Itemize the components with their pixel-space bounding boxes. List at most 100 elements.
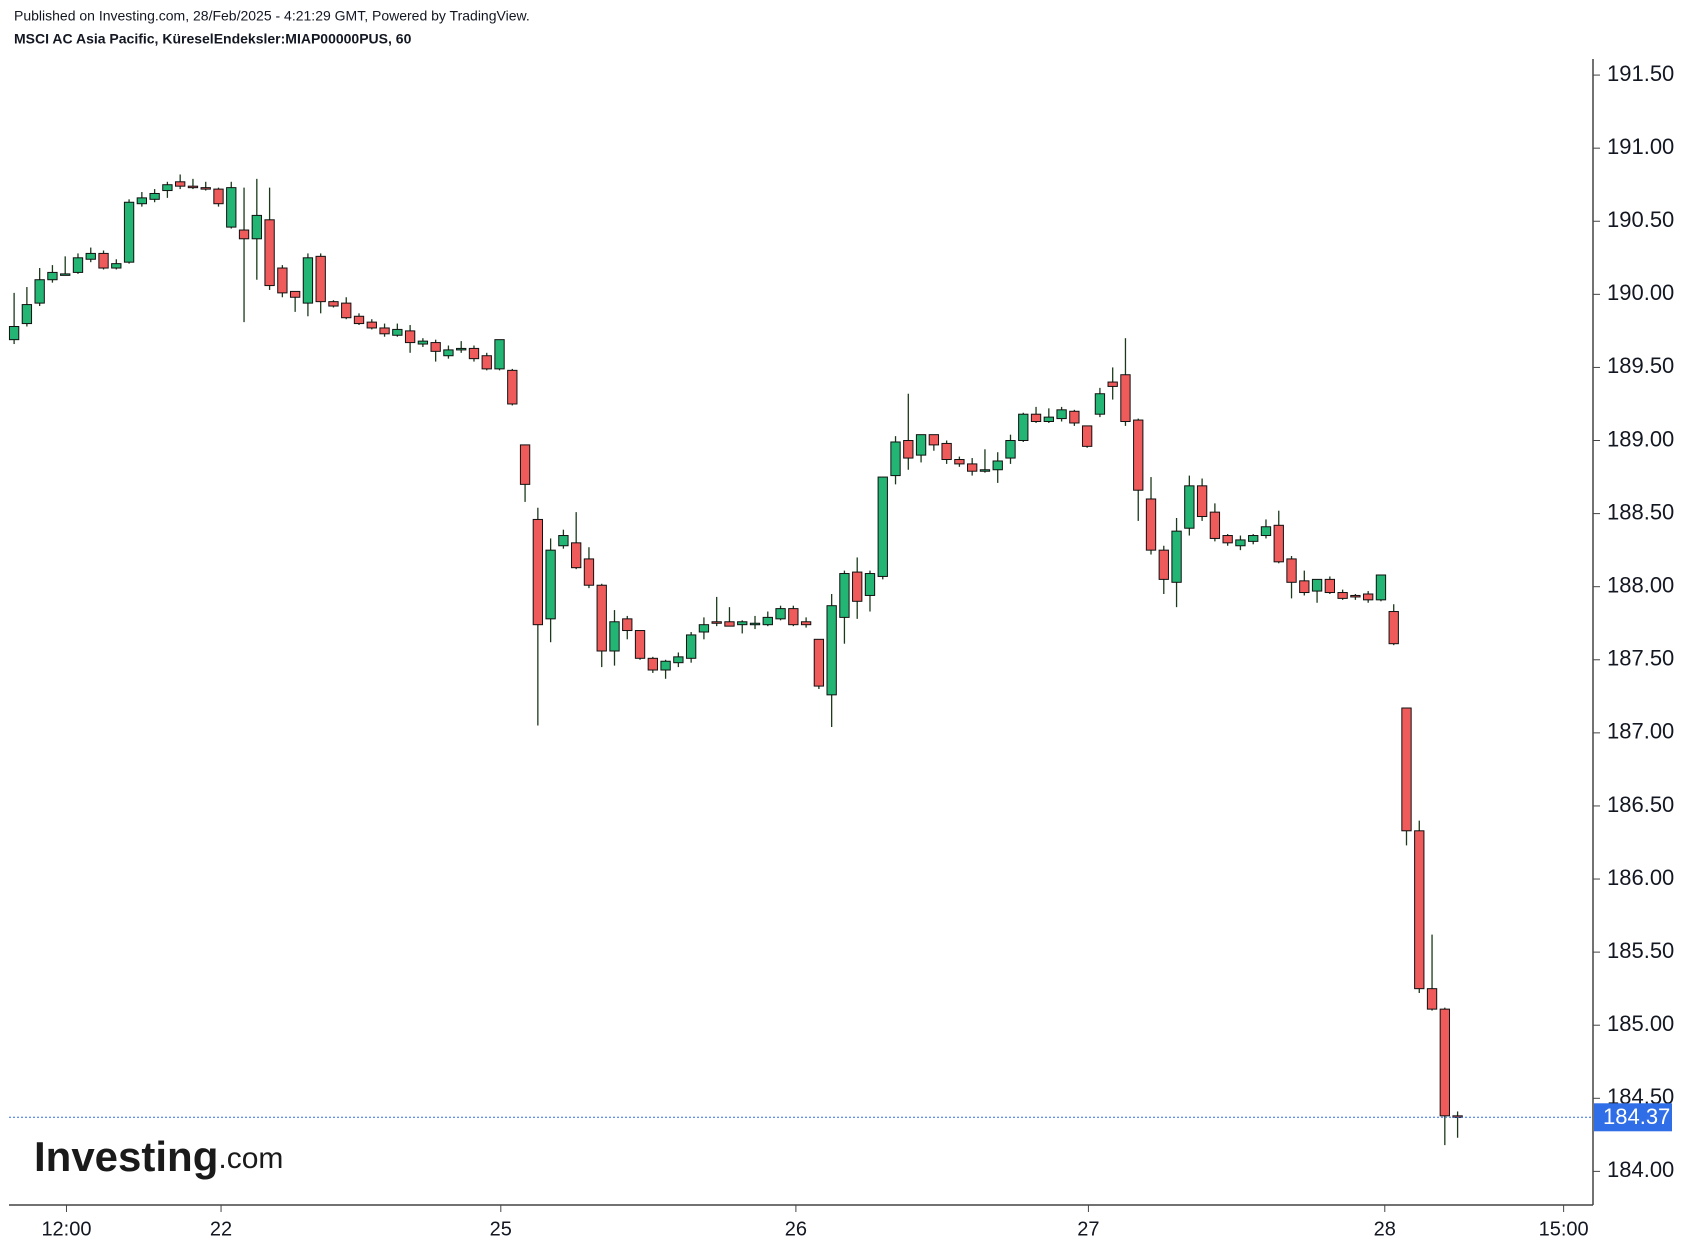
candle-body	[494, 339, 505, 370]
candle-body	[762, 616, 773, 626]
candle-body	[379, 327, 390, 335]
candle-body	[698, 624, 710, 633]
candle-body	[1311, 578, 1323, 592]
candle-body	[1350, 594, 1361, 598]
candle-body	[1248, 535, 1259, 542]
y-tick-label: 190.50	[1607, 207, 1674, 232]
candle-body	[673, 656, 684, 664]
candle-body	[1133, 419, 1144, 491]
y-tick-label: 190.00	[1607, 280, 1674, 305]
candle-body	[149, 192, 160, 200]
candle-body	[519, 444, 531, 485]
candle-body	[788, 608, 799, 626]
candle-body	[775, 608, 786, 620]
candle-body	[800, 621, 812, 626]
candle-body	[226, 187, 237, 228]
candle-body	[264, 219, 275, 287]
y-tick-label: 186.50	[1607, 792, 1674, 817]
candle-body	[1184, 485, 1195, 529]
watermark-suffix: .com	[218, 1142, 283, 1175]
candle-body	[826, 605, 837, 696]
candle-body	[60, 273, 71, 276]
candle-body	[558, 535, 569, 547]
candle-body	[1260, 526, 1272, 537]
candle-body	[1107, 381, 1118, 387]
watermark: Investing.com	[34, 1133, 283, 1180]
candle-body	[532, 518, 544, 626]
candle-body	[47, 271, 58, 281]
candle-body	[1043, 416, 1054, 423]
candle-body	[647, 657, 658, 671]
candle-body	[468, 347, 480, 360]
candle-body	[302, 257, 314, 304]
candle-body	[992, 460, 1003, 471]
candle-body	[404, 330, 416, 344]
x-tick-label: 25	[490, 1218, 512, 1240]
candle-body	[1158, 549, 1169, 580]
candle-body	[213, 188, 224, 205]
y-tick-label: 189.00	[1607, 426, 1674, 451]
candle-body	[737, 621, 748, 626]
candle-body	[85, 252, 96, 260]
candle-body	[1299, 580, 1310, 594]
candle-body	[1094, 393, 1106, 415]
candle-body	[1426, 988, 1438, 1010]
y-tick-label: 191.50	[1607, 61, 1674, 86]
candle-body	[21, 304, 33, 325]
candle-body	[915, 434, 927, 456]
candle-body	[813, 638, 825, 687]
candle-body	[251, 214, 262, 240]
x-tick-label: 15:00	[1539, 1218, 1589, 1240]
candle-body	[353, 315, 365, 325]
candle-body	[864, 573, 876, 596]
candle-body	[749, 622, 761, 626]
published-note: Published on Investing.com, 28/Feb/2025 …	[14, 8, 530, 24]
candle-body	[903, 440, 914, 459]
candle-body	[571, 542, 582, 569]
y-tick-label: 184.00	[1607, 1157, 1674, 1182]
candle-body	[341, 302, 352, 319]
candle-body	[277, 267, 288, 294]
last-price-label: 184.37	[1603, 1104, 1670, 1129]
candle-body	[1145, 498, 1157, 551]
candle-body	[1401, 707, 1412, 832]
candle-body	[1439, 1008, 1450, 1117]
candle-body	[289, 290, 301, 298]
y-tick-label: 189.50	[1607, 353, 1674, 378]
candle-body	[8, 325, 20, 341]
candle-body	[123, 201, 135, 263]
candle-body	[1388, 611, 1399, 645]
x-tick-label: 27	[1077, 1218, 1099, 1240]
y-tick-label: 188.50	[1607, 499, 1674, 524]
candle-body	[200, 187, 211, 190]
candle-body	[175, 181, 186, 187]
candle-body	[1056, 409, 1067, 420]
candle-body	[72, 257, 84, 273]
candle-body	[1005, 440, 1016, 459]
x-tick-label: 12:00	[41, 1218, 91, 1240]
candle-body	[928, 434, 940, 446]
candle-body	[481, 355, 492, 370]
candle-body	[392, 328, 403, 336]
candle-body	[979, 469, 991, 472]
candle-body	[622, 618, 633, 632]
candle-body	[187, 185, 199, 189]
candle-body	[1235, 539, 1246, 547]
watermark-brand: Investing	[34, 1133, 218, 1180]
candle-body	[583, 558, 595, 586]
candle-body	[1363, 593, 1374, 601]
candle-body	[724, 621, 735, 627]
candle-body	[890, 441, 901, 477]
candle-body	[1209, 511, 1221, 539]
x-tick-label: 28	[1374, 1218, 1396, 1240]
candle-body	[1375, 574, 1387, 601]
candle-body	[1018, 413, 1029, 442]
candle-body	[98, 252, 109, 269]
candle-body	[596, 584, 607, 652]
candle-body	[954, 459, 965, 465]
candle-body	[852, 571, 863, 602]
y-tick-label: 188.00	[1607, 572, 1674, 597]
y-tick-label: 187.00	[1607, 719, 1674, 744]
candle-body	[328, 301, 339, 307]
candle-body	[1273, 524, 1284, 563]
